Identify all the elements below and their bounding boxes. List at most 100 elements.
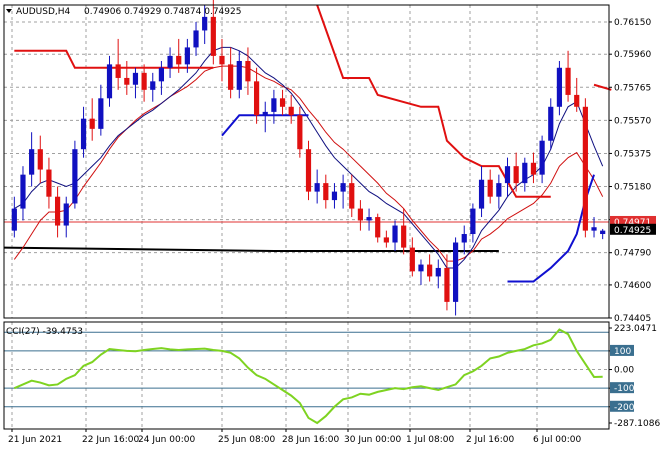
candle-body [115,64,121,78]
cci-axis: 223.04711000.00-100-200-287.1086100-100-… [609,324,660,429]
cci-tick-label: 0.00 [614,366,634,376]
cci-label: CCI(27) -39.4753 [6,327,83,337]
price-badge-label: 0.74971 [614,218,651,228]
candle-body [340,183,346,192]
candle-body [279,98,286,107]
collapse-triangle-icon[interactable] [6,9,12,13]
chart-header: AUDUSD,H4 0.74906 0.74929 0.74874 0.7492… [6,7,241,17]
time-tick-label: 28 Jun 16:00 [282,435,339,445]
candle-body [228,64,234,90]
candle-body [245,60,251,82]
candle-body [37,149,43,170]
candle-body [539,140,545,175]
candle-body [202,16,208,31]
candle-body [513,166,519,184]
candle-body [184,47,190,65]
candle-body [600,230,606,235]
price-badge-label: 0.74925 [614,226,651,236]
candle-body [193,30,199,48]
price-plot [3,0,612,316]
price-tick-label: 0.75960 [614,50,651,60]
candle-body [418,264,424,272]
candle-body [487,179,493,197]
candle-body [574,94,580,107]
candle-body [591,227,597,231]
price-tick-label: 0.76150 [614,18,651,28]
candle-body [435,267,441,277]
candle-body [496,183,502,197]
candle-body [219,55,225,65]
candle-body [98,98,104,129]
price-badge [610,223,656,235]
candle-body [106,64,113,99]
candle-body [409,247,415,272]
candle-body [262,111,268,116]
time-tick-label: 2 Jul 16:00 [466,435,515,445]
price-panel-frame [3,4,610,319]
cci-plot [4,328,609,425]
support-line [3,246,499,252]
candle-body [444,267,450,302]
panel-frames [3,4,610,430]
candle-body [288,106,294,116]
candle-body [89,118,95,129]
candle-body [11,208,17,231]
time-tick-label: 24 Jun 00:00 [138,435,195,445]
price-tick-label: 0.75180 [614,183,651,193]
cci-level-badge-label: -100 [614,384,635,394]
ohlc-readout: 0.74906 0.74929 0.74874 0.74925 [84,7,241,17]
candle-body [167,55,173,68]
candle-body [383,237,389,243]
candle-body [470,208,476,235]
candle-body [132,72,139,85]
candle-body [461,234,467,243]
candle-body [158,67,165,82]
candle-body [271,98,277,112]
candle-body [582,106,588,231]
candle-body [29,149,35,175]
candle-body [253,81,260,116]
candle-body [46,169,52,197]
candle-body [548,106,554,141]
price-tick-label: 0.75765 [614,83,651,93]
candle-body [236,60,242,90]
time-tick-label: 30 Jun 00:00 [344,435,401,445]
cci-tick-label: -287.1086 [614,419,660,429]
candle-body [54,196,61,226]
candle-body [297,115,303,150]
price-tick-label: 0.74405 [614,314,651,324]
candle-body [80,118,87,150]
grid-lines [4,5,609,429]
upper-band-line [593,83,612,91]
time-tick-label: 21 Jun 2021 [8,435,62,445]
candle-body [401,225,407,248]
lower-band-line [221,114,309,137]
candle-body [452,242,459,302]
symbol-label: AUDUSD,H4 [16,7,71,17]
cci-panel-frame [3,321,610,430]
price-tick-label: 0.74600 [614,281,651,291]
candle-body [530,162,537,175]
cci-level-badge-label: 100 [614,347,631,357]
candle-body [141,72,147,90]
cci-level-badge [610,382,634,394]
cci-level-badge [610,344,634,356]
candle-body [556,67,563,107]
candle-body [522,162,528,184]
candle-body [63,203,69,226]
cci-tick-label: 223.0471 [614,324,657,334]
candle-body [150,81,156,90]
candle-body [427,264,433,277]
candle-body [331,191,338,201]
candle-body [314,183,320,192]
time-tick-label: 25 Jun 08:00 [218,435,275,445]
slow-ma-line [14,46,604,269]
candle-body [565,67,571,95]
candle-body [375,217,381,238]
candle-body [366,217,372,221]
price-tick-label: 0.74790 [614,249,651,259]
fast-ma-line [13,65,604,262]
cci-line [13,328,603,425]
